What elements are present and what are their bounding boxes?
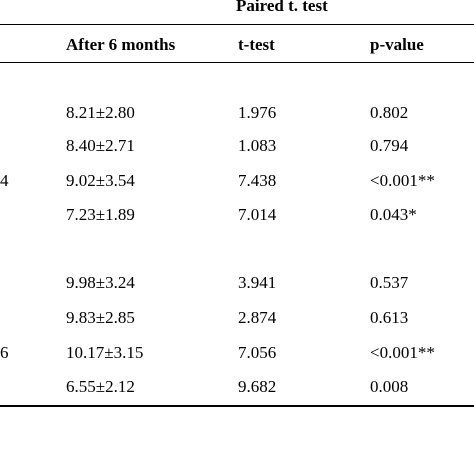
cell-after-6-months: 9.98±3.24 [66, 273, 135, 292]
cell-p-value: 0.537 [370, 273, 409, 292]
header-bottom-rule [0, 62, 474, 63]
col-header-t-test: t-test [238, 35, 275, 54]
cell-t-test: 1.083 [238, 136, 277, 155]
cell-after-6-months: 6.55±2.12 [66, 377, 135, 396]
group-header-rule [0, 24, 474, 25]
cell-after-6-months: 9.83±2.85 [66, 308, 135, 327]
cell-p-value: 0.043* [370, 205, 417, 224]
row-label-fragment: 6 [0, 343, 9, 362]
cell-t-test: 2.874 [238, 308, 277, 327]
cell-after-6-months: 8.21±2.80 [66, 103, 135, 122]
cell-p-value: 0.008 [370, 377, 409, 396]
cell-p-value: <0.001** [370, 171, 435, 190]
cell-t-test: 1.976 [238, 103, 277, 122]
cell-t-test: 7.056 [238, 343, 277, 362]
cell-after-6-months: 9.02±3.54 [66, 171, 135, 190]
cell-p-value: 0.802 [370, 103, 409, 122]
cell-after-6-months: 7.23±1.89 [66, 205, 135, 224]
cell-p-value: 0.794 [370, 136, 409, 155]
cell-t-test: 3.941 [238, 273, 277, 292]
cell-after-6-months: 10.17±3.15 [66, 343, 144, 362]
col-header-after-6-months: After 6 months [66, 35, 176, 54]
cell-t-test: 7.438 [238, 171, 277, 190]
cell-t-test: 9.682 [238, 377, 277, 396]
col-header-p-value: p-value [370, 35, 424, 54]
row-label-fragment: 4 [0, 171, 9, 190]
cell-t-test: 7.014 [238, 205, 277, 224]
cell-after-6-months: 8.40±2.71 [66, 136, 135, 155]
cell-p-value: 0.613 [370, 308, 409, 327]
table-bottom-rule [0, 405, 474, 407]
group-header: Paired t. test [236, 0, 328, 15]
cell-p-value: <0.001** [370, 343, 435, 362]
